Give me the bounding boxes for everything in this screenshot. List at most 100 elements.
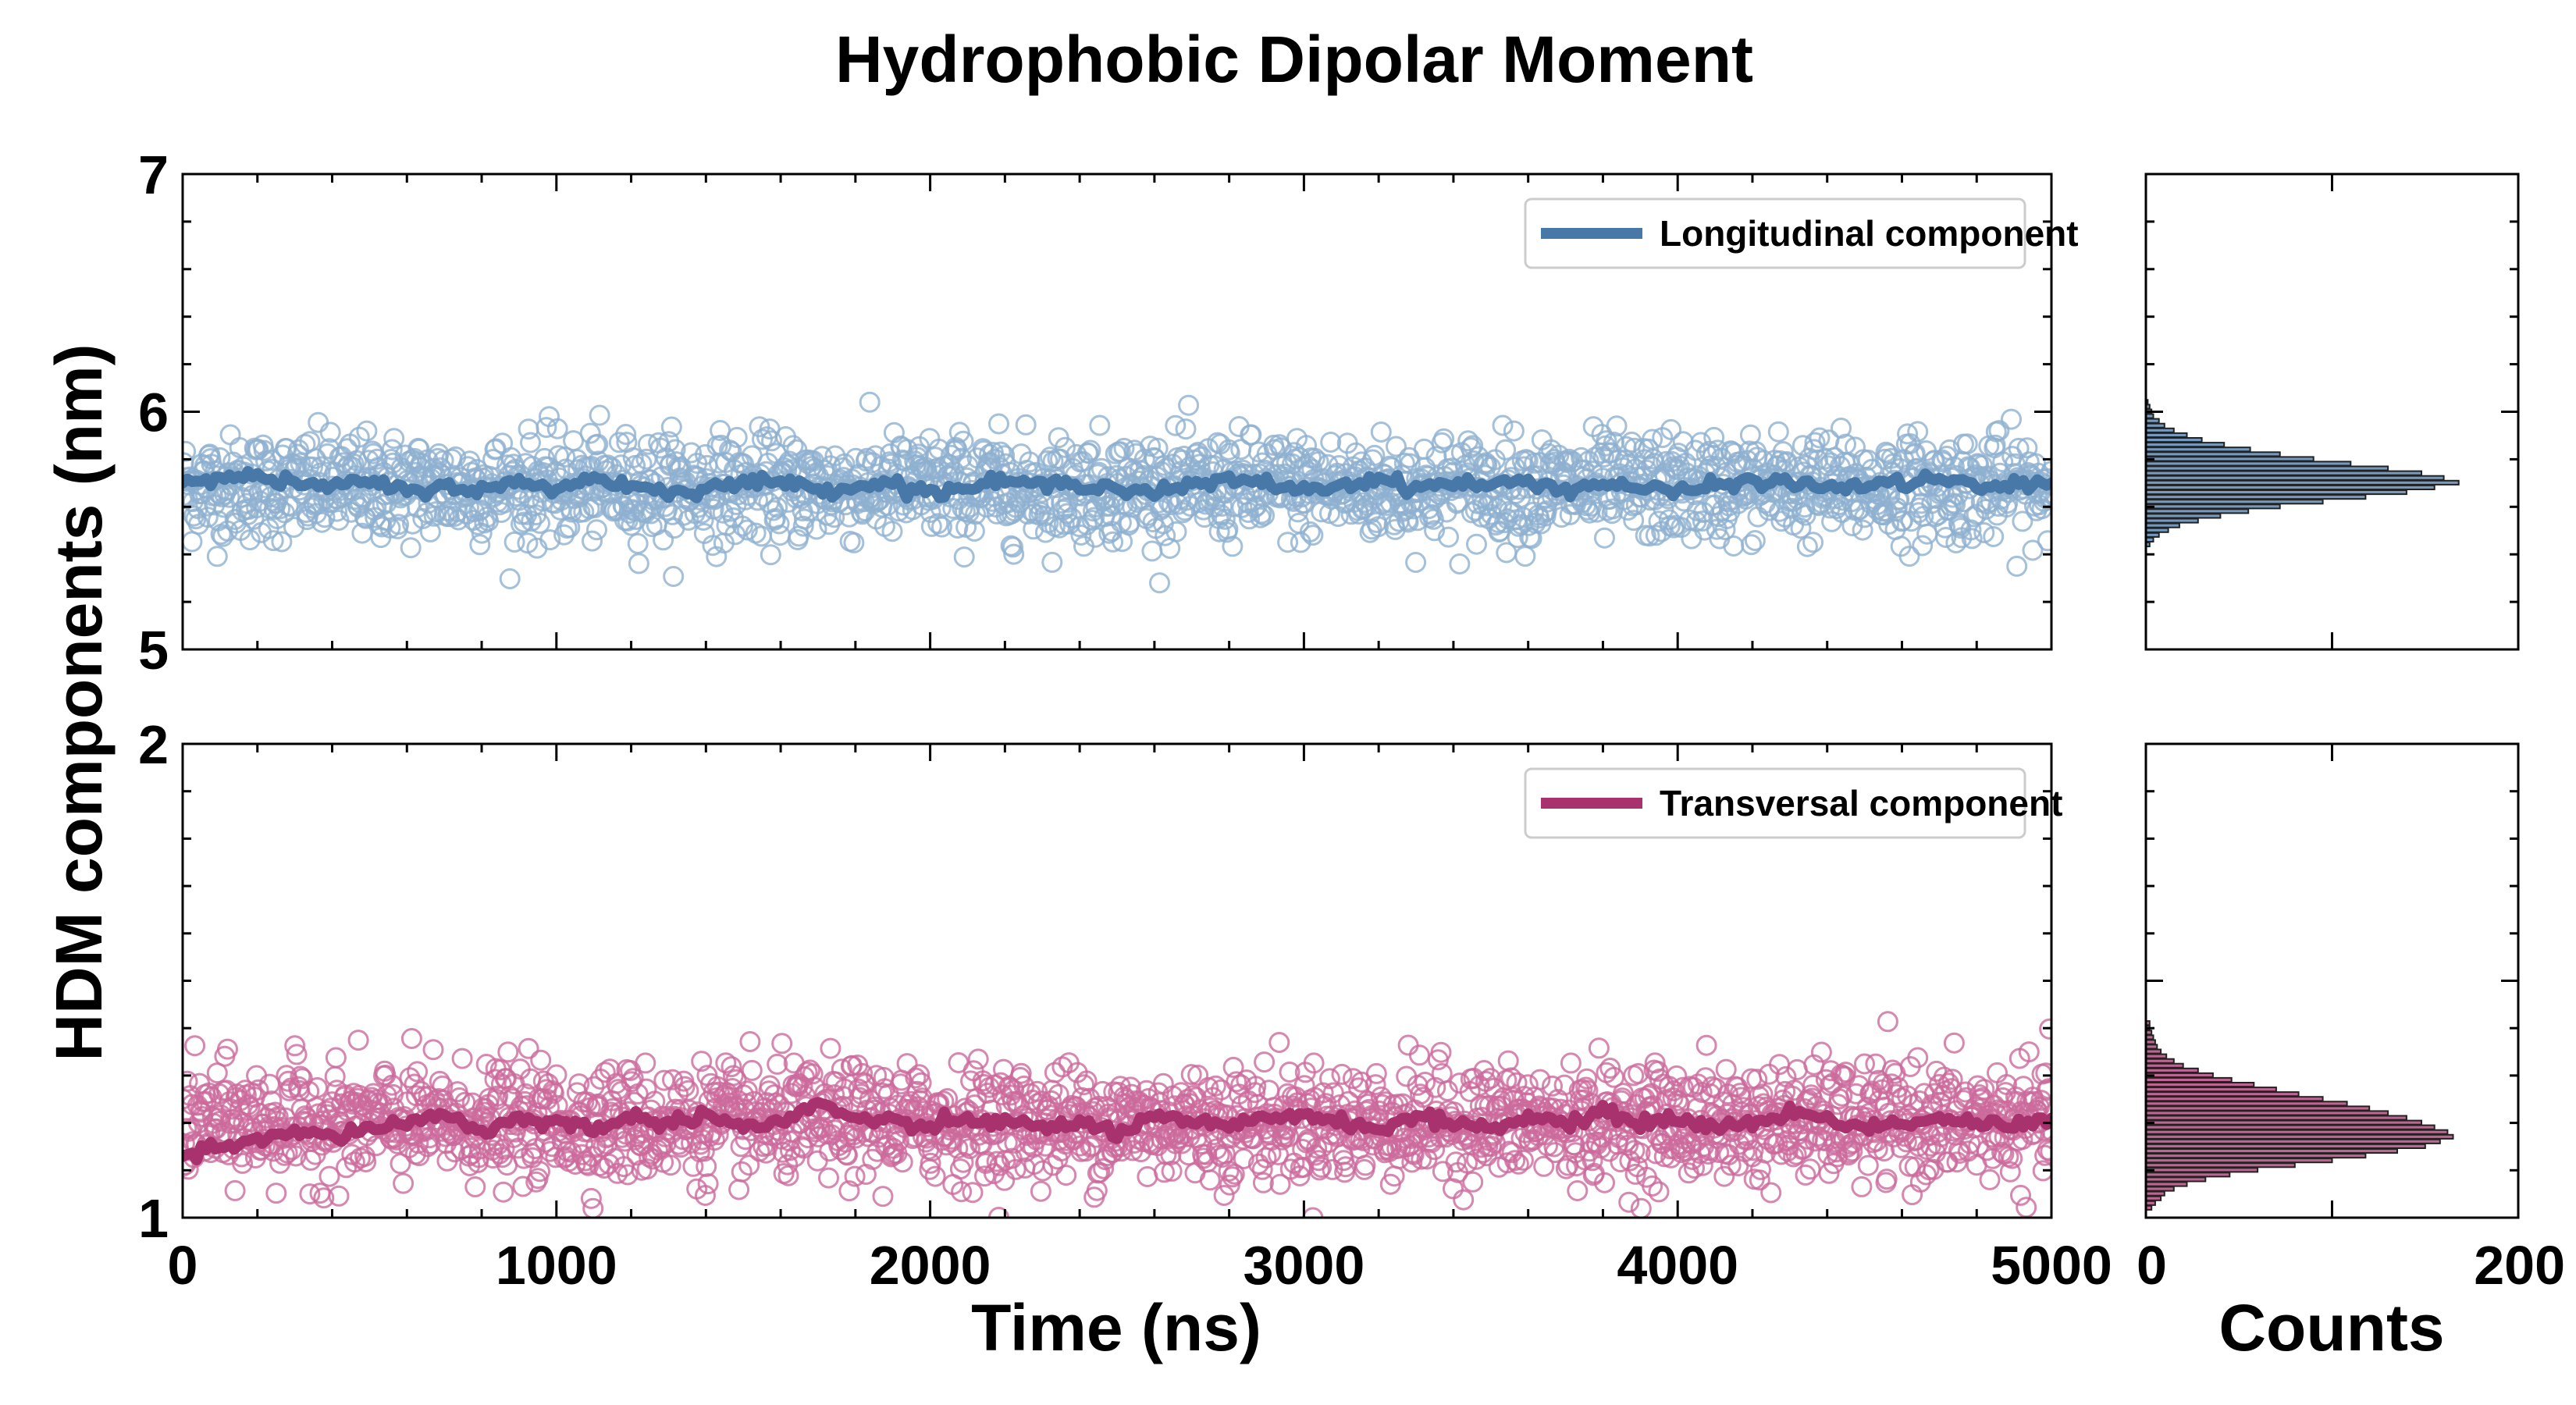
data-point: [720, 1056, 742, 1078]
data-point: [681, 442, 702, 464]
data-point: [986, 1151, 1008, 1172]
x-tick-label: 3000: [1244, 1235, 1365, 1296]
histogram-bar: [2145, 1101, 2348, 1107]
data-point: [1560, 1052, 1582, 1074]
scatter-transversal: [183, 1011, 2051, 1218]
data-point: [432, 450, 454, 471]
y-axis-label: HDM components (nm): [42, 343, 116, 1061]
data-point: [653, 529, 674, 551]
data-point: [617, 1164, 639, 1186]
data-point: [1407, 510, 1429, 532]
data-point: [1877, 1011, 1898, 1033]
data-point: [1199, 1169, 1221, 1191]
data-point: [579, 422, 601, 444]
x-tick-label: 0: [168, 1235, 198, 1296]
data-point: [844, 1165, 866, 1187]
data-point: [910, 1072, 932, 1094]
data-point: [347, 1030, 369, 1051]
data-point: [1212, 1147, 1233, 1168]
data-point: [464, 1176, 486, 1197]
data-point: [947, 1137, 969, 1159]
data-point: [1254, 1051, 1276, 1073]
data-point: [1303, 1052, 1325, 1074]
data-point: [667, 1083, 689, 1105]
data-point: [728, 1179, 750, 1200]
data-point: [284, 1035, 306, 1057]
data-point: [951, 447, 973, 469]
data-point: [767, 1053, 788, 1075]
data-point: [1204, 1075, 1226, 1097]
data-point: [1791, 435, 1813, 457]
data-point: [1744, 530, 1766, 551]
data-point: [761, 430, 782, 452]
data-point: [1462, 435, 1484, 457]
running-mean-line-longitudinal: [183, 466, 2051, 504]
data-point: [731, 515, 753, 537]
data-point: [399, 1067, 421, 1089]
data-point: [594, 1062, 616, 1083]
legend-label-transversal: Transversal component: [1660, 783, 2062, 823]
histogram-bar: [2145, 1162, 2296, 1168]
data-point: [1026, 1080, 1048, 1102]
histogram-bar: [2145, 1195, 2162, 1201]
data-point: [820, 1037, 841, 1059]
data-point: [432, 1075, 454, 1097]
x-tick-label: 5000: [1991, 1235, 2112, 1296]
data-point: [1178, 394, 1200, 416]
data-point: [2001, 408, 2022, 430]
data-point: [521, 510, 543, 532]
data-point: [1386, 436, 1407, 457]
data-point: [1436, 1080, 1458, 1101]
histogram-bar: [2145, 461, 2352, 467]
data-point: [582, 530, 603, 552]
data-point: [1678, 1162, 1699, 1184]
data-point: [1128, 1090, 1150, 1112]
data-point: [1254, 504, 1276, 526]
data-point: [1331, 1063, 1353, 1085]
data-point: [262, 530, 284, 552]
data-point: [497, 1041, 519, 1063]
histogram-bar: [2145, 1190, 2165, 1197]
data-point: [1752, 450, 1774, 471]
data-point: [753, 486, 774, 507]
data-point: [546, 418, 568, 439]
data-point: [1988, 420, 2010, 442]
data-point: [768, 513, 790, 535]
data-point: [1950, 518, 1972, 539]
data-point: [1208, 521, 1230, 542]
histogram-bar: [2145, 1138, 2441, 1144]
data-point: [1299, 521, 1321, 542]
data-point: [1197, 1076, 1219, 1098]
data-point: [1898, 546, 1920, 567]
data-point: [1809, 427, 1831, 449]
data-point: [1405, 552, 1427, 573]
data-point: [1495, 439, 1517, 461]
data-point: [1623, 510, 1645, 532]
data-point: [976, 496, 998, 518]
data-point: [1365, 1062, 1387, 1084]
histogram-bar: [2145, 1124, 2435, 1130]
data-point: [1453, 1189, 1475, 1211]
data-point: [831, 1058, 852, 1080]
data-point: [1187, 1065, 1209, 1086]
data-point: [703, 498, 724, 520]
histogram-bar: [2145, 518, 2199, 524]
data-point: [1681, 528, 1703, 550]
data-point: [837, 1144, 858, 1166]
data-point: [529, 1161, 550, 1183]
data-point: [873, 1078, 895, 1100]
x-axis-label-counts: Counts: [2218, 1291, 2444, 1364]
data-point: [1080, 439, 1101, 461]
data-point: [990, 441, 1012, 463]
histogram-bar: [2145, 475, 2445, 481]
data-point: [802, 1063, 824, 1085]
histogram-bar: [2145, 1176, 2207, 1183]
data-point: [974, 1165, 995, 1187]
histogram-bar: [2145, 1105, 2371, 1112]
data-point: [792, 1076, 813, 1097]
data-point: [1302, 1207, 1324, 1218]
data-point: [736, 1080, 758, 1102]
data-point: [539, 529, 561, 551]
data-point: [197, 507, 219, 528]
data-point: [615, 424, 637, 445]
